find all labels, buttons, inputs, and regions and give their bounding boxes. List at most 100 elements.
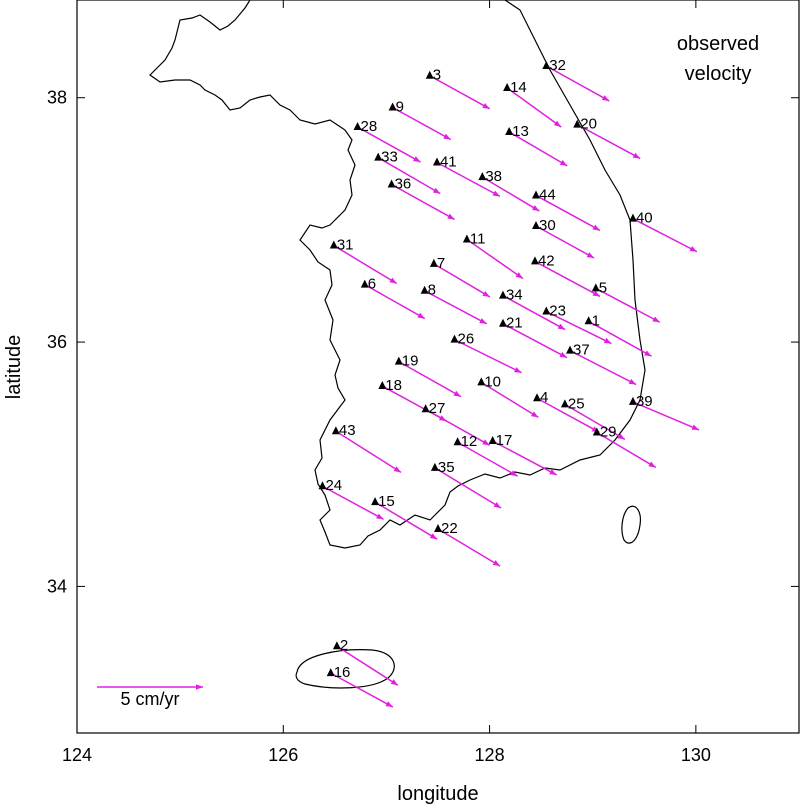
- coastline: [149, 0, 646, 689]
- velocity-arrow: [322, 485, 384, 520]
- station-marker: [488, 436, 497, 445]
- station-label: 28: [361, 118, 378, 135]
- station-marker: [394, 356, 403, 365]
- station-label: 15: [378, 493, 395, 510]
- station-label: 33: [381, 149, 398, 166]
- station-label: 6: [368, 276, 376, 293]
- velocity-arrow: [335, 430, 402, 474]
- annotation: observed: [677, 33, 759, 55]
- station-marker: [450, 334, 459, 343]
- station-label: 16: [334, 664, 351, 681]
- station-label: 7: [437, 255, 445, 272]
- station-marker: [462, 234, 471, 243]
- station-label: 41: [440, 153, 457, 170]
- station-marker: [318, 481, 327, 490]
- station-marker: [560, 399, 569, 408]
- velocity-arrow: [632, 401, 700, 431]
- station-marker: [453, 437, 462, 446]
- station-marker: [371, 497, 380, 506]
- station-marker: [329, 240, 338, 249]
- station-marker: [332, 641, 341, 650]
- station-marker: [591, 283, 600, 292]
- station-label: 3: [433, 67, 441, 84]
- station-marker: [498, 318, 507, 327]
- station-label: 29: [600, 423, 617, 440]
- velocity-arrow: [336, 645, 399, 686]
- station-marker: [429, 258, 438, 267]
- station-marker: [531, 221, 540, 230]
- station-marker: [628, 396, 637, 405]
- velocity-arrow: [564, 403, 626, 440]
- scale-label: 5 cm/yr: [120, 689, 179, 709]
- station-label: 43: [339, 422, 356, 439]
- velocity-arrow: [480, 381, 539, 419]
- station-label: 23: [549, 302, 566, 319]
- velocity-arrow: [576, 123, 641, 160]
- station-label: 38: [485, 168, 502, 185]
- station-marker: [573, 119, 582, 128]
- velocity-arrow: [437, 528, 501, 567]
- station-marker: [498, 290, 507, 299]
- station-label: 40: [636, 210, 653, 227]
- station-marker: [353, 122, 362, 131]
- velocity-arrow: [424, 290, 488, 325]
- station-label: 36: [395, 175, 412, 192]
- station-label: 4: [540, 389, 548, 406]
- velocity-arrow: [454, 338, 522, 374]
- station-marker: [421, 404, 430, 413]
- station-label: 22: [441, 520, 458, 537]
- station-label: 31: [337, 237, 354, 254]
- station-marker: [503, 82, 512, 91]
- station-label: 37: [573, 342, 590, 359]
- station-marker: [388, 102, 397, 111]
- velocity-arrow: [569, 349, 637, 386]
- station-label: 42: [538, 252, 555, 269]
- velocity-arrow: [506, 87, 562, 128]
- station-label: 35: [438, 459, 455, 476]
- station-marker: [331, 426, 340, 435]
- station-label: 5: [599, 279, 607, 296]
- velocity-arrow: [595, 287, 661, 323]
- station-marker: [530, 256, 539, 265]
- x-tick-label: 130: [681, 745, 711, 765]
- station-marker: [326, 668, 335, 677]
- station-marker: [542, 60, 551, 69]
- velocity-arrow: [392, 106, 452, 141]
- plot-frame: [76, 0, 800, 734]
- velocity-arrow: [536, 397, 600, 433]
- y-tick-label: 34: [47, 576, 67, 596]
- y-axis-label: latitude: [3, 335, 25, 400]
- velocity-arrow: [466, 238, 524, 280]
- velocity-arrow: [535, 194, 601, 232]
- x-tick-label: 128: [475, 745, 505, 765]
- velocity-arrow: [545, 65, 610, 102]
- x-tick-label: 126: [268, 745, 298, 765]
- station-marker: [477, 377, 486, 386]
- velocity-arrow: [434, 467, 502, 509]
- station-marker: [425, 70, 434, 79]
- velocity-arrow: [425, 408, 491, 446]
- station-label: 18: [385, 377, 402, 394]
- velocity-arrow: [502, 294, 566, 331]
- station-label: 26: [458, 331, 475, 348]
- station-label: 14: [510, 79, 527, 96]
- station-label: 9: [396, 98, 404, 115]
- velocity-arrow: [502, 323, 568, 359]
- station-marker: [378, 381, 387, 390]
- station-label: 21: [506, 315, 523, 332]
- velocity-arrow: [330, 672, 394, 708]
- velocity-arrow: [391, 183, 455, 221]
- y-tick-label: 36: [47, 332, 67, 352]
- velocity-arrow: [429, 75, 491, 110]
- y-tick-label: 38: [47, 88, 67, 108]
- station-label: 2: [340, 637, 348, 654]
- station-marker: [542, 306, 551, 315]
- station-label: 1: [592, 312, 600, 329]
- station-marker: [531, 190, 540, 199]
- station-marker: [374, 152, 383, 161]
- station-label: 11: [470, 230, 486, 247]
- velocity-arrow: [535, 225, 595, 259]
- velocity-arrow: [596, 431, 657, 469]
- velocity-arrow: [377, 156, 441, 195]
- station-label: 12: [461, 433, 478, 450]
